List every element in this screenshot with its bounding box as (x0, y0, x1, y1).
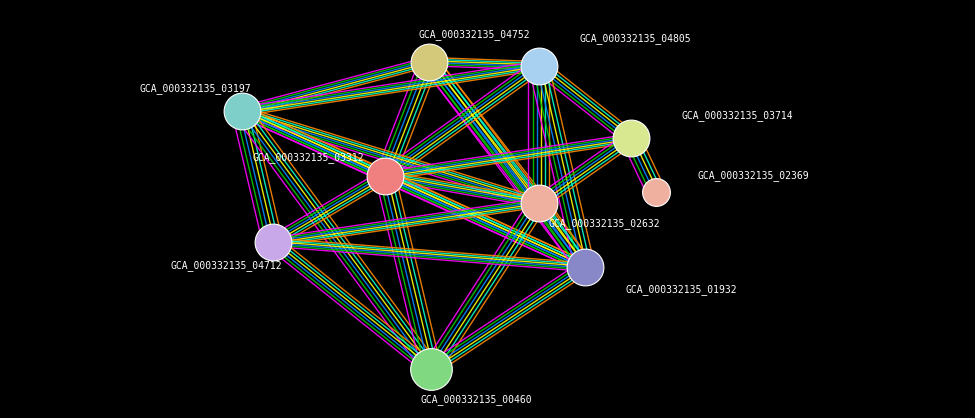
Point (265, 239, 281, 245)
Point (530, 62, 546, 69)
Text: GCA_000332135_01932: GCA_000332135_01932 (626, 285, 737, 296)
Text: GCA_000332135_02632: GCA_000332135_02632 (549, 218, 660, 229)
Text: GCA_000332135_00460: GCA_000332135_00460 (421, 395, 532, 405)
Text: GCA_000332135_03197: GCA_000332135_03197 (139, 83, 252, 94)
Text: GCA_000332135_04805: GCA_000332135_04805 (579, 33, 691, 44)
Text: GCA_000332135_04712: GCA_000332135_04712 (171, 260, 282, 270)
Point (234, 108, 250, 115)
Point (577, 264, 593, 270)
Point (421, 58, 437, 65)
Point (623, 135, 639, 142)
Point (648, 189, 664, 196)
Text: GCA_000332135_03312: GCA_000332135_03312 (253, 152, 364, 163)
Text: GCA_000332135_03714: GCA_000332135_03714 (682, 110, 794, 121)
Point (377, 173, 393, 179)
Point (423, 365, 439, 372)
Point (530, 199, 546, 206)
Text: GCA_000332135_02369: GCA_000332135_02369 (697, 170, 809, 181)
Text: GCA_000332135_04752: GCA_000332135_04752 (419, 29, 530, 40)
